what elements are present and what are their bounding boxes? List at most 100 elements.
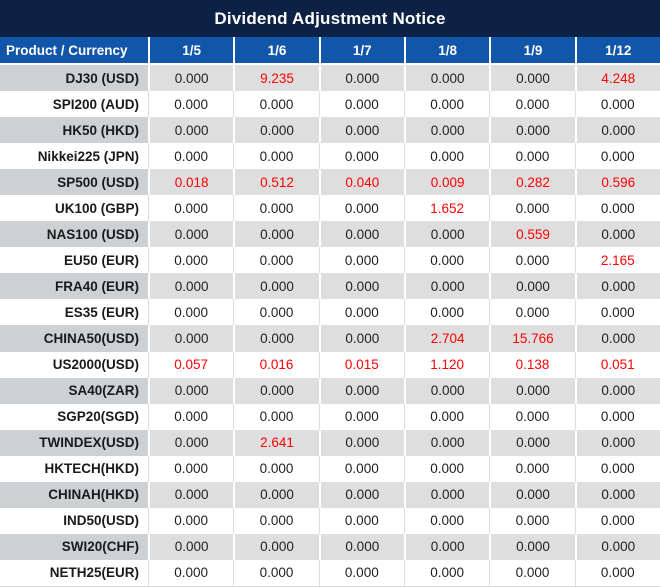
dividend-value: 0.000 — [318, 65, 404, 92]
product-label: HKTECH(HKD) — [0, 455, 148, 482]
dividend-value: 0.009 — [403, 169, 490, 196]
dividend-value: 0.000 — [318, 299, 404, 326]
dividend-value: 0.016 — [233, 351, 319, 378]
dividend-value: 0.000 — [148, 377, 234, 404]
header-date-1-9: 1/9 — [489, 37, 574, 63]
dividend-value: 0.000 — [148, 299, 234, 326]
dividend-value: 0.000 — [148, 429, 234, 456]
dividend-value: 0.000 — [489, 377, 575, 404]
dividend-value: 0.000 — [318, 195, 404, 222]
dividend-value: 0.000 — [318, 481, 404, 508]
dividend-value: 2.704 — [403, 325, 490, 352]
product-label: ES35 (EUR) — [0, 299, 148, 326]
dividend-value: 0.000 — [233, 455, 319, 482]
dividend-value: 0.000 — [574, 91, 660, 118]
dividend-value: 0.000 — [403, 247, 490, 274]
dividend-value: 0.000 — [233, 481, 319, 508]
dividend-value: 0.000 — [574, 403, 660, 430]
dividend-value: 0.000 — [403, 481, 490, 508]
dividend-value: 0.000 — [148, 325, 234, 352]
dividend-value: 0.000 — [403, 91, 490, 118]
product-label: SWI20(CHF) — [0, 533, 148, 560]
dividend-value: 0.000 — [318, 143, 404, 170]
table-row: SWI20(CHF) 0.000 0.000 0.000 0.000 0.000 0.000 — [0, 533, 660, 560]
dividend-value: 0.596 — [574, 169, 660, 196]
dividend-value: 0.000 — [574, 299, 660, 326]
dividend-value: 0.000 — [489, 533, 575, 560]
dividend-value: 0.000 — [574, 325, 660, 352]
dividend-value: 0.000 — [489, 143, 575, 170]
dividend-value: 0.000 — [403, 429, 490, 456]
product-label: UK100 (GBP) — [0, 195, 148, 222]
dividend-value: 0.000 — [489, 299, 575, 326]
table-row: SPI200 (AUD) 0.000 0.000 0.000 0.000 0.000 0.0… — [0, 91, 660, 118]
dividend-value: 0.000 — [574, 559, 660, 586]
dividend-value: 0.000 — [233, 559, 319, 586]
table-row: SGP20(SGD) 0.000 0.000 0.000 0.000 0.000 0.000 — [0, 403, 660, 430]
dividend-value: 0.000 — [574, 117, 660, 144]
dividend-value: 0.000 — [318, 325, 404, 352]
dividend-value: 0.000 — [489, 273, 575, 300]
dividend-value: 0.000 — [489, 247, 575, 274]
dividend-value: 0.000 — [318, 533, 404, 560]
product-label: CHINA50(USD) — [0, 325, 148, 352]
dividend-value: 0.000 — [403, 143, 490, 170]
dividend-value: 0.000 — [233, 91, 319, 118]
table-title: Dividend Adjustment Notice — [0, 0, 660, 37]
dividend-value: 0.000 — [233, 533, 319, 560]
dividend-value: 0.000 — [574, 481, 660, 508]
dividend-value: 0.000 — [233, 247, 319, 274]
dividend-value: 0.000 — [318, 507, 404, 534]
table-row: IND50(USD) 0.000 0.000 0.000 0.000 0.000 0.000 — [0, 507, 660, 534]
product-label: DJ30 (USD) — [0, 65, 148, 92]
product-label: NAS100 (USD) — [0, 221, 148, 248]
dividend-value: 0.000 — [403, 273, 490, 300]
dividend-value: 0.000 — [318, 455, 404, 482]
dividend-value: 0.000 — [233, 299, 319, 326]
table-row: TWINDEX(USD) 0.000 2.641 0.000 0.000 0.000 0.0… — [0, 429, 660, 456]
dividend-value: 0.000 — [403, 117, 490, 144]
header-date-1-5: 1/5 — [148, 37, 233, 63]
dividend-value: 0.051 — [574, 351, 660, 378]
dividend-value: 0.559 — [489, 221, 575, 248]
dividend-value: 0.000 — [318, 247, 404, 274]
dividend-value: 2.641 — [233, 429, 319, 456]
dividend-value: 0.000 — [318, 377, 404, 404]
dividend-value: 0.282 — [489, 169, 575, 196]
product-label: FRA40 (EUR) — [0, 273, 148, 300]
dividend-value: 0.000 — [489, 429, 575, 456]
table-row: NETH25(EUR) 0.000 0.000 0.000 0.000 0.000 0.00… — [0, 559, 660, 586]
dividend-value: 0.000 — [403, 221, 490, 248]
table-row: DJ30 (USD) 0.000 9.235 0.000 0.000 0.000 4.248 — [0, 65, 660, 92]
dividend-value: 0.000 — [574, 273, 660, 300]
dividend-value: 0.000 — [574, 195, 660, 222]
dividend-value: 0.000 — [148, 533, 234, 560]
table-row: UK100 (GBP) 0.000 0.000 0.000 1.652 0.000 0.00… — [0, 195, 660, 222]
dividend-value: 0.000 — [233, 195, 319, 222]
table-header-row: Product / Currency 1/5 1/6 1/7 1/8 1/9 1/12 — [0, 37, 660, 65]
dividend-value: 0.000 — [148, 221, 234, 248]
dividend-value: 0.000 — [318, 429, 404, 456]
dividend-value: 0.000 — [403, 559, 490, 586]
dividend-value: 0.000 — [233, 507, 319, 534]
product-label: CHINAH(HKD) — [0, 481, 148, 508]
dividend-value: 0.000 — [403, 299, 490, 326]
dividend-value: 0.000 — [148, 195, 234, 222]
dividend-value: 0.000 — [233, 377, 319, 404]
dividend-value: 0.040 — [318, 169, 404, 196]
dividend-value: 0.000 — [233, 221, 319, 248]
dividend-value: 0.000 — [148, 143, 234, 170]
dividend-value: 0.000 — [148, 559, 234, 586]
dividend-value: 0.000 — [233, 143, 319, 170]
dividend-value: 0.057 — [148, 351, 234, 378]
dividend-value: 0.000 — [318, 559, 404, 586]
dividend-value: 0.000 — [233, 117, 319, 144]
product-label: US2000(USD) — [0, 351, 148, 378]
table-row: Nikkei225 (JPN) 0.000 0.000 0.000 0.000 0.000… — [0, 143, 660, 170]
header-date-1-8: 1/8 — [403, 37, 489, 63]
dividend-value: 0.000 — [403, 377, 490, 404]
dividend-value: 9.235 — [233, 65, 319, 92]
dividend-value: 0.000 — [318, 117, 404, 144]
dividend-value: 0.000 — [318, 403, 404, 430]
product-label: SA40(ZAR) — [0, 377, 148, 404]
